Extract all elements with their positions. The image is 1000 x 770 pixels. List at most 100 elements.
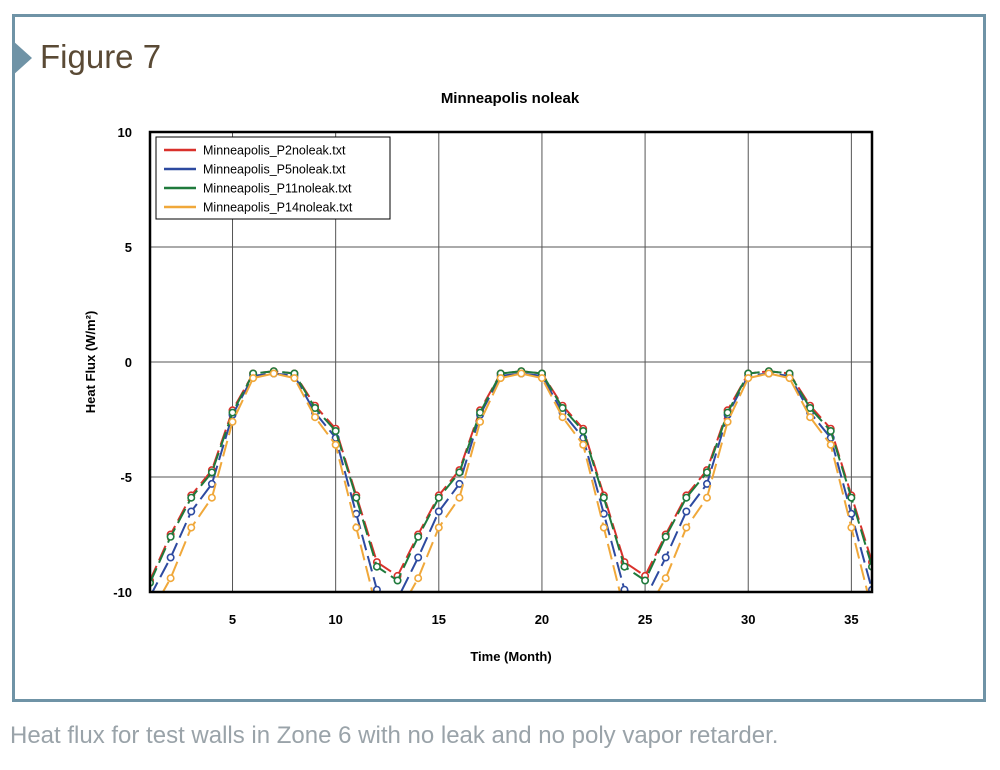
data-point xyxy=(682,507,691,516)
x-tick-label: 30 xyxy=(741,612,755,627)
data-point xyxy=(434,507,443,516)
plot-area-border xyxy=(148,130,874,594)
data-point xyxy=(249,374,258,383)
data-point xyxy=(806,403,815,412)
tick-labels: 5 10 15 20 25 30 35 10 5 0 -5 -10 xyxy=(113,125,858,627)
data-point xyxy=(558,413,567,422)
data-point xyxy=(641,576,650,585)
data-point xyxy=(352,493,361,502)
data-point xyxy=(372,562,381,571)
legend-label: Minneapolis_P14noleak.txt xyxy=(203,201,353,215)
data-point xyxy=(702,468,711,477)
data-point xyxy=(166,532,175,541)
data-point xyxy=(702,493,711,502)
data-point xyxy=(826,426,835,435)
data-point xyxy=(455,479,464,488)
y-tick-label: -10 xyxy=(113,585,132,600)
data-point xyxy=(537,374,546,383)
series-line-1 xyxy=(150,370,872,581)
figure-frame xyxy=(12,14,986,702)
y-tick-label: -5 xyxy=(120,470,132,485)
data-point xyxy=(394,612,400,618)
data-point xyxy=(661,574,670,583)
chart-title: Minneapolis noleak xyxy=(441,90,580,107)
x-tick-label: 35 xyxy=(844,612,858,627)
data-point xyxy=(723,417,732,426)
data-point xyxy=(166,574,175,583)
data-point xyxy=(826,440,835,449)
data-point xyxy=(661,553,670,562)
data-point xyxy=(599,523,608,532)
x-tick-label: 25 xyxy=(638,612,652,627)
y-tick-label: 10 xyxy=(118,125,132,140)
data-point xyxy=(207,493,216,502)
data-point xyxy=(764,369,773,378)
data-point xyxy=(228,417,237,426)
data-point xyxy=(476,408,485,417)
x-tick-label: 10 xyxy=(328,612,342,627)
series-layer xyxy=(147,367,875,618)
data-point xyxy=(331,426,340,435)
data-point xyxy=(311,413,320,422)
legend-label: Minneapolis_P5noleak.txt xyxy=(203,163,346,177)
legend-label: Minneapolis_P11noleak.txt xyxy=(203,182,352,196)
data-point xyxy=(414,574,423,583)
data-point xyxy=(702,479,711,488)
legend: Minneapolis_P2noleak.txt Minneapolis_P5no… xyxy=(155,136,391,220)
series-line-2 xyxy=(151,372,872,592)
data-point xyxy=(642,596,648,602)
data-point xyxy=(393,576,402,585)
data-point xyxy=(147,593,153,599)
x-axis-label: Time (Month) xyxy=(470,649,551,664)
data-point xyxy=(806,413,815,422)
data-point xyxy=(620,562,629,571)
data-point xyxy=(187,493,196,502)
data-point xyxy=(661,532,670,541)
data-point xyxy=(331,440,340,449)
data-point xyxy=(847,493,856,502)
data-point xyxy=(228,408,237,417)
series-line-4 xyxy=(161,372,869,592)
data-point xyxy=(374,607,380,613)
figure-caption: Heat flux for test walls in Zone 6 with … xyxy=(10,722,779,749)
data-point xyxy=(682,493,691,502)
data-point xyxy=(455,493,464,502)
legend-label: Minneapolis_P2noleak.txt xyxy=(203,144,346,158)
data-point xyxy=(414,532,423,541)
data-point xyxy=(682,523,691,532)
x-tick-label: 5 xyxy=(229,612,236,627)
figure-label: Figure 7 xyxy=(40,38,162,75)
data-point xyxy=(621,607,627,613)
data-point xyxy=(869,607,875,613)
data-point xyxy=(394,596,400,602)
data-point xyxy=(476,417,485,426)
data-point xyxy=(785,374,794,383)
data-point xyxy=(414,553,423,562)
data-point xyxy=(517,369,526,378)
data-point xyxy=(269,369,278,378)
data-point xyxy=(352,523,361,532)
y-tick-label: 0 xyxy=(125,355,132,370)
data-point xyxy=(496,374,505,383)
data-point xyxy=(166,553,175,562)
data-point xyxy=(207,468,216,477)
data-point xyxy=(744,374,753,383)
data-point xyxy=(311,403,320,412)
data-point xyxy=(847,523,856,532)
data-point xyxy=(372,585,381,592)
data-point xyxy=(434,493,443,502)
heat-flux-chart: Minneapolis noleak 5 10 15 20 25 30 35 10 5 0 -5 -1… xyxy=(83,90,875,664)
data-point xyxy=(723,408,732,417)
figure-marker-arrow-icon xyxy=(12,40,32,76)
data-point xyxy=(147,612,153,618)
data-point xyxy=(599,493,608,502)
data-point xyxy=(579,440,588,449)
data-point xyxy=(290,374,299,383)
data-point xyxy=(455,468,464,477)
x-tick-label: 15 xyxy=(432,612,446,627)
data-point xyxy=(187,523,196,532)
data-point xyxy=(847,509,856,518)
data-point xyxy=(579,426,588,435)
x-tick-label: 20 xyxy=(535,612,549,627)
data-point xyxy=(620,585,629,592)
